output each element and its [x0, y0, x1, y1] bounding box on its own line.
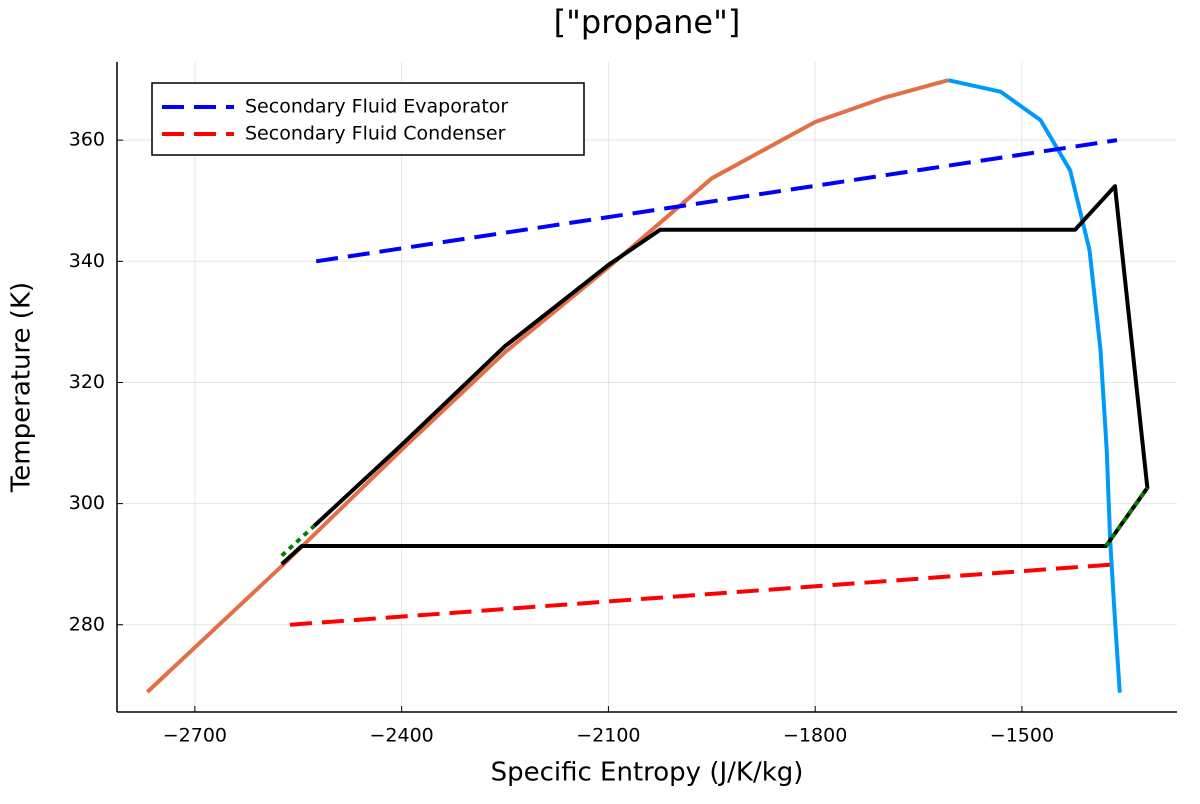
legend-label: Secondary Fluid Condenser — [245, 123, 506, 145]
x-tick-label: −2100 — [576, 725, 640, 747]
legend: Secondary Fluid Evaporator Secondary Flui… — [151, 82, 585, 156]
y-axis-label: Temperature (K) — [7, 282, 37, 493]
x-tick-label: −1800 — [783, 725, 847, 747]
y-tick-label: 280 — [69, 613, 105, 635]
series-line — [280, 184, 1150, 566]
legend-label: Secondary Fluid Evaporator — [245, 96, 508, 118]
series-line — [280, 486, 1149, 558]
y-tick-label: 320 — [69, 371, 105, 393]
series-line — [145, 78, 949, 694]
x-axis-label: Specific Entropy (J/K/kg) — [491, 758, 804, 788]
y-tick-label: 360 — [69, 129, 105, 151]
x-tick-label: −1500 — [990, 725, 1054, 747]
y-tick-label: 300 — [69, 492, 105, 514]
x-tick-label: −2700 — [163, 725, 227, 747]
series-line — [289, 562, 1118, 627]
series-line — [947, 78, 1122, 693]
legend-box — [151, 82, 585, 156]
y-tick-label: 340 — [69, 250, 105, 272]
x-tick-label: −2400 — [370, 725, 434, 747]
chart-title: ["propane"] — [554, 3, 741, 41]
series-line — [315, 138, 1118, 264]
